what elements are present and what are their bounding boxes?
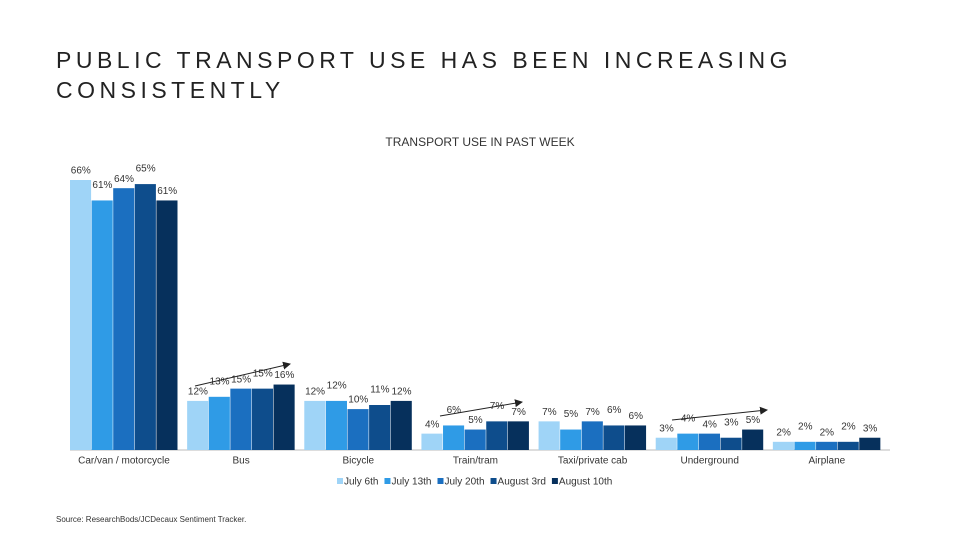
bar: [91, 200, 113, 450]
legend-swatch: [384, 478, 391, 484]
data-label: 12%: [327, 381, 347, 392]
x-tick-label: Bus: [233, 456, 250, 467]
legend-swatch: [490, 478, 497, 484]
data-label: 66%: [71, 166, 91, 177]
bar: [794, 441, 816, 450]
data-label: 65%: [136, 164, 156, 175]
bar: [538, 421, 560, 450]
source: Source: ResearchBods/JCDecaux Sentiment …: [56, 515, 246, 524]
legend-label: July 6th: [344, 477, 378, 488]
bar: [603, 425, 625, 450]
data-label: 5%: [564, 409, 579, 420]
data-label: 2%: [798, 421, 813, 432]
bar: [560, 429, 582, 450]
bar: [443, 425, 465, 450]
bar: [677, 433, 699, 450]
legend-swatch: [437, 478, 444, 484]
data-label: 2%: [776, 427, 791, 438]
data-label: 6%: [629, 411, 644, 422]
x-tick-label: Car/van / motorcycle: [78, 456, 170, 467]
data-label: 61%: [157, 186, 177, 197]
chart-title: TRANSPORT USE IN PAST WEEK: [385, 135, 574, 149]
bar: [464, 429, 486, 450]
trend-arrows: [194, 361, 768, 421]
x-tick-label: Underground: [681, 456, 739, 467]
data-label: 3%: [659, 423, 674, 434]
legend: July 6th July 13th July 20th August 3rd Augu…: [337, 477, 612, 488]
data-label: 3%: [863, 423, 878, 434]
bar: [273, 384, 295, 450]
data-label: 6%: [447, 405, 462, 416]
data-label: 4%: [425, 419, 440, 430]
bar: [581, 421, 603, 450]
trend-arrow: [194, 361, 291, 387]
legend-label: July 20th: [445, 477, 485, 488]
plot: Car/van / motorcycle66%61%64%65%61%Bus12…: [70, 164, 890, 488]
data-label: 64%: [114, 174, 134, 185]
bar: [369, 405, 391, 450]
legend-label: July 13th: [391, 477, 431, 488]
bar: [251, 388, 274, 450]
bar: [390, 400, 412, 450]
data-label: 5%: [468, 415, 483, 426]
x-tick-label: Bicycle: [342, 456, 374, 467]
x-tick-label: Airplane: [809, 456, 846, 467]
bar: [698, 433, 721, 450]
x-tick-label: Taxi/private cab: [558, 456, 628, 467]
data-label: 4%: [702, 419, 717, 430]
data-label: 2%: [841, 421, 856, 432]
bar: [772, 441, 794, 450]
bar: [624, 425, 647, 450]
data-label: 6%: [607, 405, 622, 416]
data-label: 12%: [188, 387, 208, 398]
data-label: 16%: [274, 370, 294, 381]
legend-swatch: [337, 478, 343, 484]
bar: [113, 188, 135, 450]
x-tick-label: Train/tram: [453, 456, 498, 467]
bar: [507, 421, 529, 450]
data-label: 7%: [585, 407, 600, 418]
data-label: 61%: [92, 180, 112, 191]
bar: [208, 396, 230, 450]
title-line: PUBLIC TRANSPORT USE HAS BEEN INCREASING: [56, 47, 792, 73]
bar: [134, 184, 156, 450]
bar: [325, 400, 347, 450]
title-line: CONSISTENTLY: [56, 77, 285, 103]
bar: [859, 437, 881, 450]
trend-arrow: [439, 399, 523, 417]
data-label: 15%: [231, 374, 251, 385]
data-label: 7%: [511, 407, 526, 418]
data-label: 10%: [348, 395, 368, 406]
bar: [70, 180, 92, 450]
data-label: 2%: [820, 427, 835, 438]
bar: [655, 437, 677, 450]
data-label: 15%: [253, 368, 273, 379]
bar: [156, 200, 178, 450]
trend-arrow: [671, 406, 768, 421]
data-label: 12%: [305, 387, 325, 398]
bar: [304, 400, 326, 450]
bar: [837, 441, 859, 450]
legend-label: August 3rd: [498, 477, 546, 488]
bar: [486, 421, 508, 450]
legend-label: August 10th: [559, 477, 612, 488]
data-label: 11%: [370, 385, 389, 396]
bar: [230, 388, 252, 450]
bar: [347, 409, 369, 450]
legend-swatch: [551, 478, 558, 484]
bar: [187, 400, 209, 450]
data-label: 5%: [746, 415, 761, 426]
data-label: 3%: [724, 417, 739, 428]
bar: [742, 429, 764, 450]
bar: [421, 433, 443, 450]
bar: [720, 437, 742, 450]
data-label: 13%: [210, 376, 230, 387]
bar: [816, 441, 838, 450]
data-label: 7%: [542, 407, 557, 418]
data-label: 12%: [391, 387, 411, 398]
